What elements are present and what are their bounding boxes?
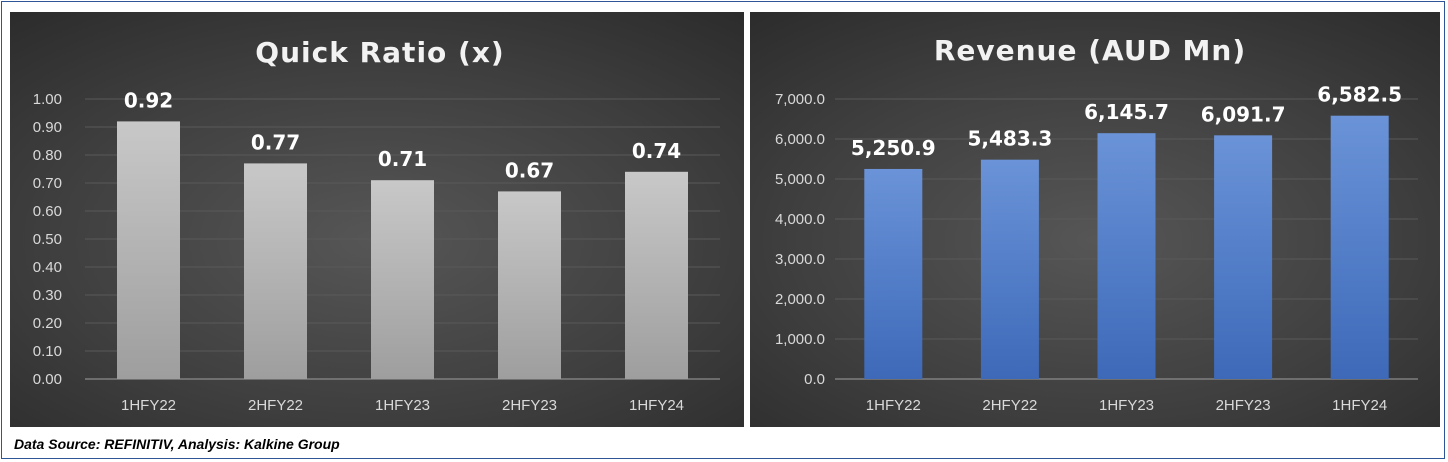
quick-ratio-data-label: 0.74 [632, 139, 681, 163]
revenue-x-tick-label: 2HFY22 [982, 397, 1037, 414]
revenue-x-tick-label: 1HFY24 [1332, 397, 1387, 414]
revenue-data-label: 5,483.3 [968, 127, 1053, 151]
revenue-y-tick-label: 2,000.0 [775, 291, 825, 308]
quick-ratio-chart: Quick Ratio (x) 0.00 0.10 0.20 0.30 0.40 0.50 0… [33, 36, 720, 414]
quick-ratio-data-label: 0.77 [251, 130, 300, 154]
quick-ratio-x-tick-label: 1HFY22 [121, 397, 176, 414]
revenue-y-tick-label: 0.0 [804, 371, 825, 388]
revenue-y-tick-label: 1,000.0 [775, 331, 825, 348]
quick-ratio-data-label: 0.71 [378, 147, 427, 171]
quick-ratio-y-tick-label: 0.40 [33, 259, 62, 276]
quick-ratio-x-tick-label: 1HFY24 [629, 397, 684, 414]
revenue-y-tick-label: 4,000.0 [775, 211, 825, 228]
revenue-data-label: 6,582.5 [1317, 83, 1402, 107]
quick-ratio-y-tick-label: 0.30 [33, 287, 62, 304]
quick-ratio-data-label: 0.67 [505, 158, 554, 182]
revenue-bar [1214, 135, 1273, 379]
quick-ratio-y-tick-label: 0.70 [33, 175, 62, 192]
revenue-data-label: 6,145.7 [1084, 100, 1169, 124]
revenue-chart: Revenue (AUD Mn) 0.0 1,000.0 2,000.0 3,000.0… [775, 34, 1418, 414]
revenue-bar [1330, 115, 1389, 379]
quick-ratio-y-tick-label: 1.00 [33, 91, 62, 108]
quick-ratio-chart-panel: Quick Ratio (x) 0.00 0.10 0.20 0.30 0.40 0.50 0… [10, 12, 744, 427]
quick-ratio-y-tick-label: 0.50 [33, 231, 62, 248]
quick-ratio-x-tick-label: 2HFY23 [502, 397, 557, 414]
quick-ratio-bar [371, 180, 434, 379]
quick-ratio-x-tick-label: 2HFY22 [248, 397, 303, 414]
quick-ratio-x-tick-label: 1HFY23 [375, 397, 430, 414]
revenue-y-tick-label: 3,000.0 [775, 251, 825, 268]
data-source-note: Data Source: REFINITIV, Analysis: Kalkin… [14, 436, 340, 452]
revenue-x-tick-label: 1HFY23 [1099, 397, 1154, 414]
revenue-chart-panel: Revenue (AUD Mn) 0.0 1,000.0 2,000.0 3,000.0… [750, 12, 1440, 427]
revenue-chart-title: Revenue (AUD Mn) [934, 34, 1246, 67]
quick-ratio-y-tick-label: 0.20 [33, 315, 62, 332]
revenue-x-tick-label: 1HFY22 [866, 397, 921, 414]
quick-ratio-y-tick-label: 0.90 [33, 119, 62, 136]
revenue-y-tick-label: 6,000.0 [775, 131, 825, 148]
revenue-y-tick-label: 7,000.0 [775, 91, 825, 108]
revenue-y-tick-label: 5,000.0 [775, 171, 825, 188]
revenue-bar [864, 168, 923, 379]
quick-ratio-y-tick-label: 0.00 [33, 371, 62, 388]
quick-ratio-y-tick-label: 0.60 [33, 203, 62, 220]
quick-ratio-bar [117, 121, 180, 380]
revenue-data-label: 6,091.7 [1201, 102, 1286, 126]
quick-ratio-y-tick-label: 0.80 [33, 147, 62, 164]
quick-ratio-bar [625, 171, 688, 379]
revenue-x-tick-label: 2HFY23 [1216, 397, 1271, 414]
revenue-bar [1097, 133, 1156, 379]
quick-ratio-data-label: 0.92 [124, 88, 173, 112]
quick-ratio-bar [244, 163, 307, 379]
quick-ratio-y-tick-label: 0.10 [33, 343, 62, 360]
revenue-data-label: 5,250.9 [851, 136, 936, 160]
revenue-bar [980, 159, 1039, 379]
quick-ratio-bar [498, 191, 561, 379]
quick-ratio-chart-title: Quick Ratio (x) [255, 36, 504, 69]
